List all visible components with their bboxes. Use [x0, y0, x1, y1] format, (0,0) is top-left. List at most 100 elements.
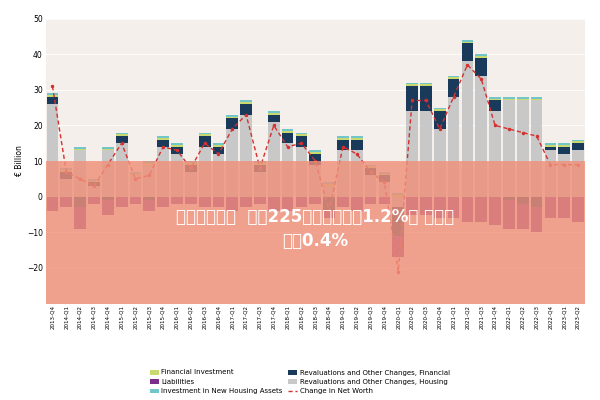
Bar [392, 195, 404, 197]
Bar [199, 136, 211, 147]
Bar [420, 83, 432, 84]
Bar [420, 84, 432, 86]
Bar [475, 58, 487, 76]
Bar [61, 170, 72, 172]
Bar [254, 165, 266, 172]
Bar [310, 150, 321, 152]
Bar [74, 148, 86, 150]
Bar [102, 147, 113, 148]
Bar [47, 93, 58, 95]
Bar [61, 172, 72, 179]
Bar [531, 197, 542, 207]
Bar [392, 197, 404, 207]
Bar [240, 104, 252, 115]
Bar [46, 161, 585, 304]
Bar [102, 200, 113, 214]
Bar [420, 111, 432, 197]
Bar [61, 168, 72, 170]
Bar [61, 179, 72, 197]
Bar [406, 86, 418, 111]
Bar [88, 179, 100, 181]
Bar [130, 197, 142, 204]
Bar [88, 181, 100, 182]
Bar [337, 197, 349, 207]
Bar [116, 143, 128, 197]
Bar [171, 147, 183, 154]
Bar [254, 161, 266, 163]
Bar [503, 97, 515, 99]
Bar [47, 197, 58, 211]
Bar [392, 207, 404, 236]
Bar [310, 197, 321, 204]
Bar [517, 100, 529, 197]
Bar [351, 136, 362, 138]
Bar [116, 132, 128, 134]
Bar [448, 79, 460, 97]
Bar [406, 111, 418, 197]
Bar [296, 134, 307, 136]
Bar [517, 99, 529, 100]
Bar [572, 197, 584, 222]
Bar [351, 197, 362, 211]
Bar [448, 76, 460, 77]
Bar [517, 197, 529, 204]
Bar [268, 113, 280, 115]
Bar [572, 142, 584, 143]
Bar [489, 111, 501, 197]
Bar [199, 134, 211, 136]
Bar [572, 150, 584, 197]
Bar [365, 197, 376, 204]
Bar [337, 138, 349, 140]
Bar [365, 175, 376, 197]
Bar [143, 200, 155, 211]
Bar [448, 77, 460, 79]
Bar [47, 104, 58, 197]
Bar [545, 147, 556, 150]
Bar [392, 236, 404, 257]
Bar [240, 100, 252, 102]
Bar [503, 197, 515, 200]
Bar [171, 154, 183, 197]
Bar [434, 109, 446, 111]
Bar [74, 150, 86, 197]
Bar [282, 132, 293, 143]
Bar [254, 197, 266, 204]
Bar [406, 84, 418, 86]
Bar [420, 86, 432, 111]
Bar [545, 197, 556, 218]
Bar [74, 197, 86, 207]
Bar [282, 131, 293, 132]
Bar [171, 143, 183, 145]
Bar [475, 197, 487, 222]
Bar [461, 61, 473, 197]
Bar [559, 197, 570, 218]
Bar [130, 174, 142, 175]
Bar [531, 100, 542, 197]
Bar [434, 129, 446, 197]
Bar [47, 95, 58, 97]
Bar [212, 197, 224, 207]
Bar [296, 132, 307, 134]
Bar [130, 172, 142, 174]
Text: 配资平台代理  日经225指数早盘收跌1.2%， 东证指
数跌0.4%: 配资平台代理 日经225指数早盘收跌1.2%， 东证指 数跌0.4% [176, 208, 454, 250]
Bar [185, 197, 197, 204]
Bar [392, 193, 404, 195]
Bar [226, 118, 238, 129]
Bar [489, 97, 501, 99]
Bar [434, 111, 446, 129]
Bar [199, 147, 211, 197]
Bar [379, 197, 391, 204]
Bar [323, 182, 335, 184]
Bar [157, 197, 169, 207]
Bar [61, 197, 72, 207]
Bar [268, 197, 280, 211]
Bar [102, 197, 113, 200]
Bar [323, 197, 335, 211]
Bar [461, 42, 473, 44]
Bar [268, 122, 280, 197]
Bar [282, 129, 293, 131]
Bar [572, 143, 584, 150]
Bar [351, 138, 362, 140]
Bar [365, 166, 376, 168]
Bar [337, 140, 349, 150]
